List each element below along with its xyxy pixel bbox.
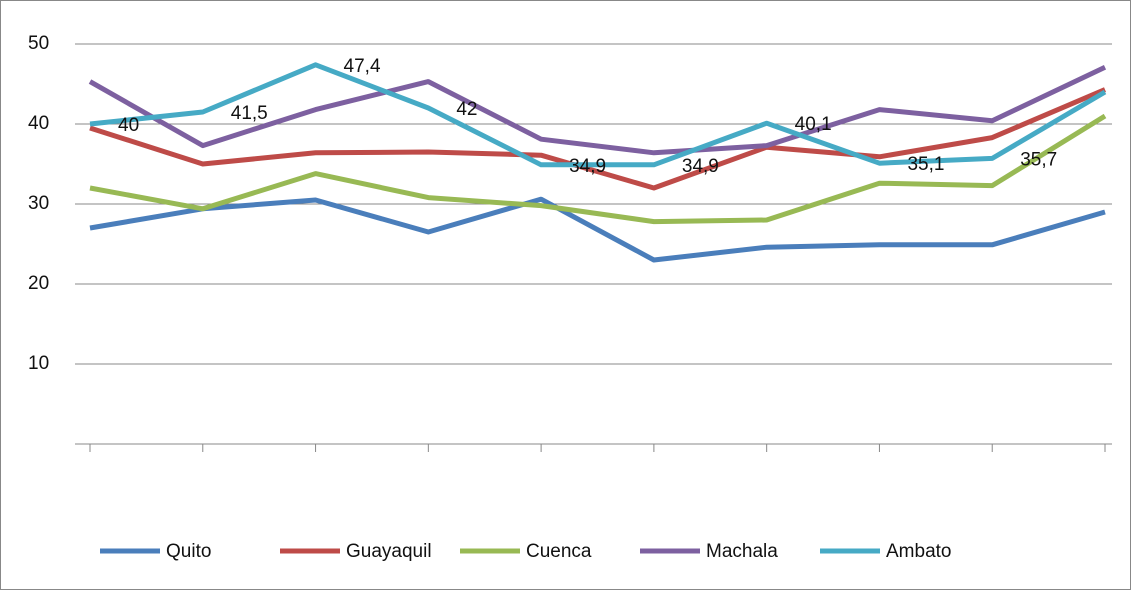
- data-label: 34,9: [569, 156, 606, 177]
- y-tick-label: 40: [28, 113, 49, 134]
- series-line: [88, 64, 1107, 156]
- legend-label: Cuenca: [526, 541, 592, 562]
- data-label: 40,1: [795, 114, 832, 135]
- series-line: [89, 113, 1107, 225]
- y-tick-label: 30: [28, 193, 49, 214]
- data-label: 40: [118, 115, 139, 136]
- data-label: 34,9: [682, 156, 719, 177]
- data-label: 42: [456, 99, 477, 120]
- legend-label: Quito: [166, 541, 211, 562]
- data-label: 41,5: [231, 103, 268, 124]
- y-tick-label: 20: [28, 273, 49, 294]
- legend-label: Guayaquil: [346, 541, 432, 562]
- y-tick-label: 10: [28, 353, 49, 374]
- y-tick-label: 50: [28, 33, 49, 54]
- series-line: [89, 87, 1106, 191]
- legend-label: Ambato: [886, 541, 951, 562]
- data-label: 47,4: [344, 56, 381, 77]
- data-label: 35,1: [907, 154, 944, 175]
- legend-label: Machala: [706, 541, 778, 562]
- series-line: [89, 62, 1107, 168]
- series-line: [89, 196, 1106, 263]
- data-label: 35,7: [1020, 149, 1057, 170]
